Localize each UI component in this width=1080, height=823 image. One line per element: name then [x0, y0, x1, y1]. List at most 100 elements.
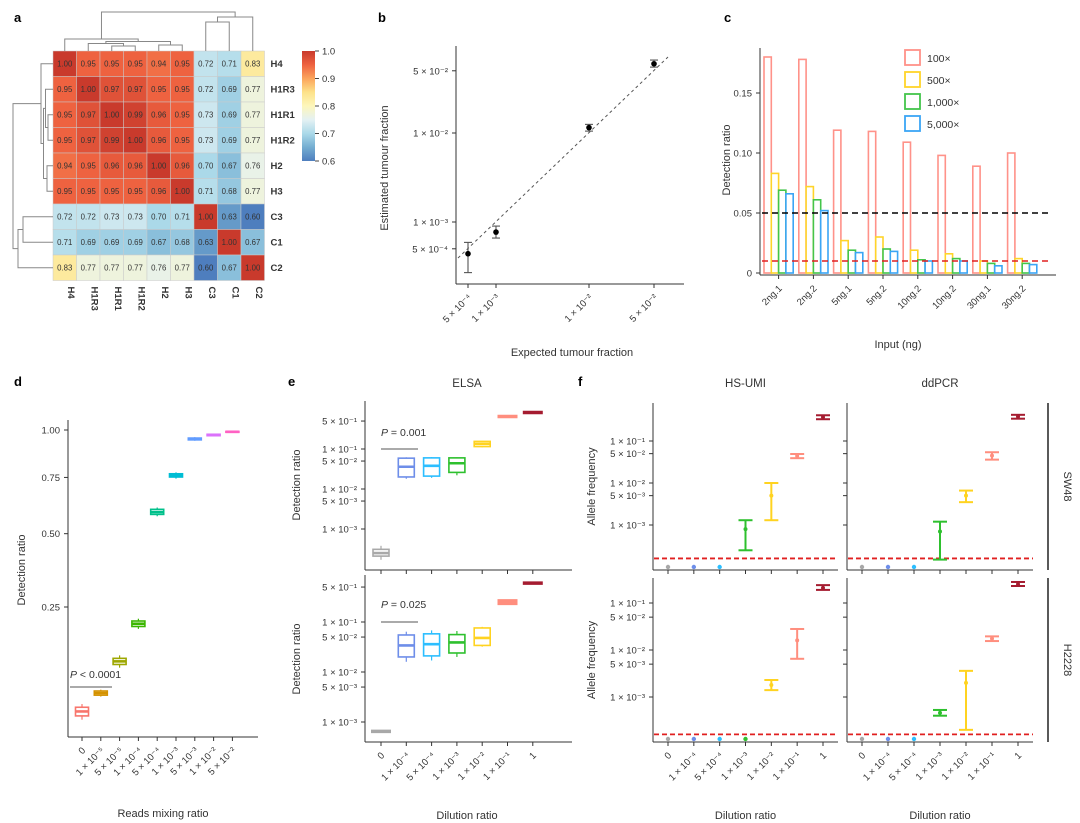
y-tick-label: 5 × 10⁻²	[322, 633, 357, 644]
row-label: H1R1	[271, 110, 296, 121]
y-tick-label: 1 × 10⁻²	[413, 129, 448, 140]
heatmap-value: 0.96	[104, 162, 119, 171]
heatmap-value: 0.96	[151, 111, 166, 120]
data-point	[795, 638, 800, 643]
y-tick-label: 5 × 10⁻³	[610, 660, 645, 671]
bar	[770, 172, 780, 274]
heatmap-value: 0.60	[198, 264, 214, 273]
data-point	[769, 683, 774, 688]
x-axis-title: Expected tumour fraction	[511, 347, 633, 359]
dendrogram-left	[12, 63, 53, 269]
x-tick-label: 0	[857, 750, 869, 762]
row-label: H2	[271, 161, 283, 172]
data-point	[1016, 582, 1020, 587]
heatmap-value: 0.95	[128, 187, 144, 196]
row-title: H2228	[1061, 644, 1073, 676]
legend-swatch	[904, 49, 921, 66]
panel-f-letter: f	[578, 374, 583, 389]
bar	[937, 154, 947, 274]
baseline-dot	[665, 564, 671, 570]
row-label: H3	[271, 186, 283, 197]
heatmap-value: 0.69	[222, 136, 237, 145]
heatmap-value: 1.00	[151, 162, 167, 171]
heatmap-value: 1.00	[222, 238, 238, 247]
heatmap-value: 0.95	[175, 60, 191, 69]
col-label: H4	[65, 287, 76, 300]
identity-line	[457, 56, 669, 259]
heatmap-cell	[240, 254, 265, 281]
heatmap-value: 0.95	[104, 187, 120, 196]
y-tick-label: 0.75	[42, 473, 61, 484]
heatmap-value: 0.73	[104, 213, 119, 222]
colorbar-tick-label: 0.7	[322, 129, 335, 140]
panel-b: 5 × 10⁻² 1 × 10⁻² 1 × 10⁻³ 5 × 10⁻⁴ 5 × 10⁻⁴…	[372, 8, 717, 368]
colorbar-tick-label: 0.8	[322, 102, 335, 113]
y-tick-label: 5 × 10⁻³	[322, 497, 357, 508]
baseline-dot	[717, 564, 722, 570]
y-tick-label: 0.10	[734, 149, 753, 160]
heatmap-value: 0.70	[198, 162, 214, 171]
heatmap-value: 0.95	[81, 187, 97, 196]
panel-f-errorbar-grid: HS-UMI ddPCR SW48 Allele frequency H2228 Alle…	[586, 378, 1073, 822]
heatmap-value: 0.95	[57, 85, 73, 94]
heatmap-value: 0.71	[175, 213, 190, 222]
heatmap-value: 0.95	[81, 162, 97, 171]
panel-e: ELSA 5 × 10⁻¹ 1 × 10⁻¹ 5 × 10⁻² 1 × 10⁻² 5 × …	[283, 372, 575, 823]
row-title: SW48	[1061, 472, 1073, 502]
heatmap-value: 0.69	[81, 238, 96, 247]
y-tick-label: 5 × 10⁻⁴	[412, 244, 448, 255]
heatmap-value: 0.95	[175, 85, 191, 94]
y-tick-label: 1 × 10⁻³	[413, 218, 448, 229]
panel-e-letter: e	[288, 374, 296, 389]
bar	[993, 264, 1003, 274]
heatmap-value: 0.77	[104, 264, 119, 273]
box	[448, 457, 466, 474]
data-point	[821, 585, 825, 590]
x-tick-label: 5 × 10⁻⁴	[887, 750, 920, 783]
heatmap-value: 0.63	[198, 238, 213, 247]
heatmap-value: 0.95	[175, 136, 191, 145]
panel-d-boxplot: 0.250.500.751.0001 × 10⁻⁵5 × 10⁻⁵1 × 10⁻…	[16, 420, 258, 820]
heatmap-value: 0.94	[57, 162, 73, 171]
x-tick-label: 1 × 10⁻¹	[481, 750, 513, 782]
heatmap-value: 0.69	[222, 111, 237, 120]
bar	[812, 199, 822, 274]
bar	[798, 58, 807, 274]
x-tick-label: 1 × 10⁻²	[563, 292, 595, 324]
y-axis-title: Allele frequency	[586, 447, 598, 526]
baseline-dot	[859, 564, 865, 570]
y-axis-title: Detection ratio	[721, 125, 733, 196]
data-point	[964, 680, 968, 685]
col-label: H1R1	[112, 287, 123, 312]
heatmap-value: 0.72	[57, 213, 72, 222]
x-tick-label: 0	[376, 750, 388, 762]
col-label: H3	[182, 287, 193, 299]
heatmap-value: 0.72	[198, 85, 213, 94]
data-point	[990, 636, 994, 641]
data-point	[769, 493, 774, 498]
panel-a: 1.00 0.95 0.95 0.95 0.94 0.95 0.72 0.71 0.83 0.95…	[10, 8, 370, 366]
data-point	[465, 250, 471, 257]
data-point	[586, 124, 592, 131]
bar	[924, 260, 934, 274]
data-point	[1016, 414, 1020, 419]
heatmap-value: 0.96	[128, 162, 143, 171]
row-label: C3	[271, 212, 283, 223]
y-tick-label: 1 × 10⁻³	[322, 525, 357, 536]
baseline-dot	[885, 736, 891, 742]
heatmap-value: 0.70	[151, 213, 167, 222]
y-tick-label: 1 × 10⁻³	[610, 521, 645, 532]
bar	[805, 185, 815, 274]
heatmap-value: 0.73	[198, 136, 213, 145]
heatmap-value: 1.00	[81, 85, 97, 94]
heatmap-value: 0.60	[245, 213, 261, 222]
heatmap-value: 0.77	[245, 85, 260, 94]
heatmap-value: 0.97	[128, 85, 143, 94]
col-title: HS-UMI	[725, 378, 766, 390]
heatmap-value: 1.00	[57, 60, 73, 69]
colorbar-tick-label: 0.6	[322, 157, 335, 168]
x-tick-label: 1 × 10⁻¹	[966, 750, 998, 782]
y-axis-title: Detection ratio	[16, 535, 28, 606]
colorbar	[302, 51, 315, 161]
